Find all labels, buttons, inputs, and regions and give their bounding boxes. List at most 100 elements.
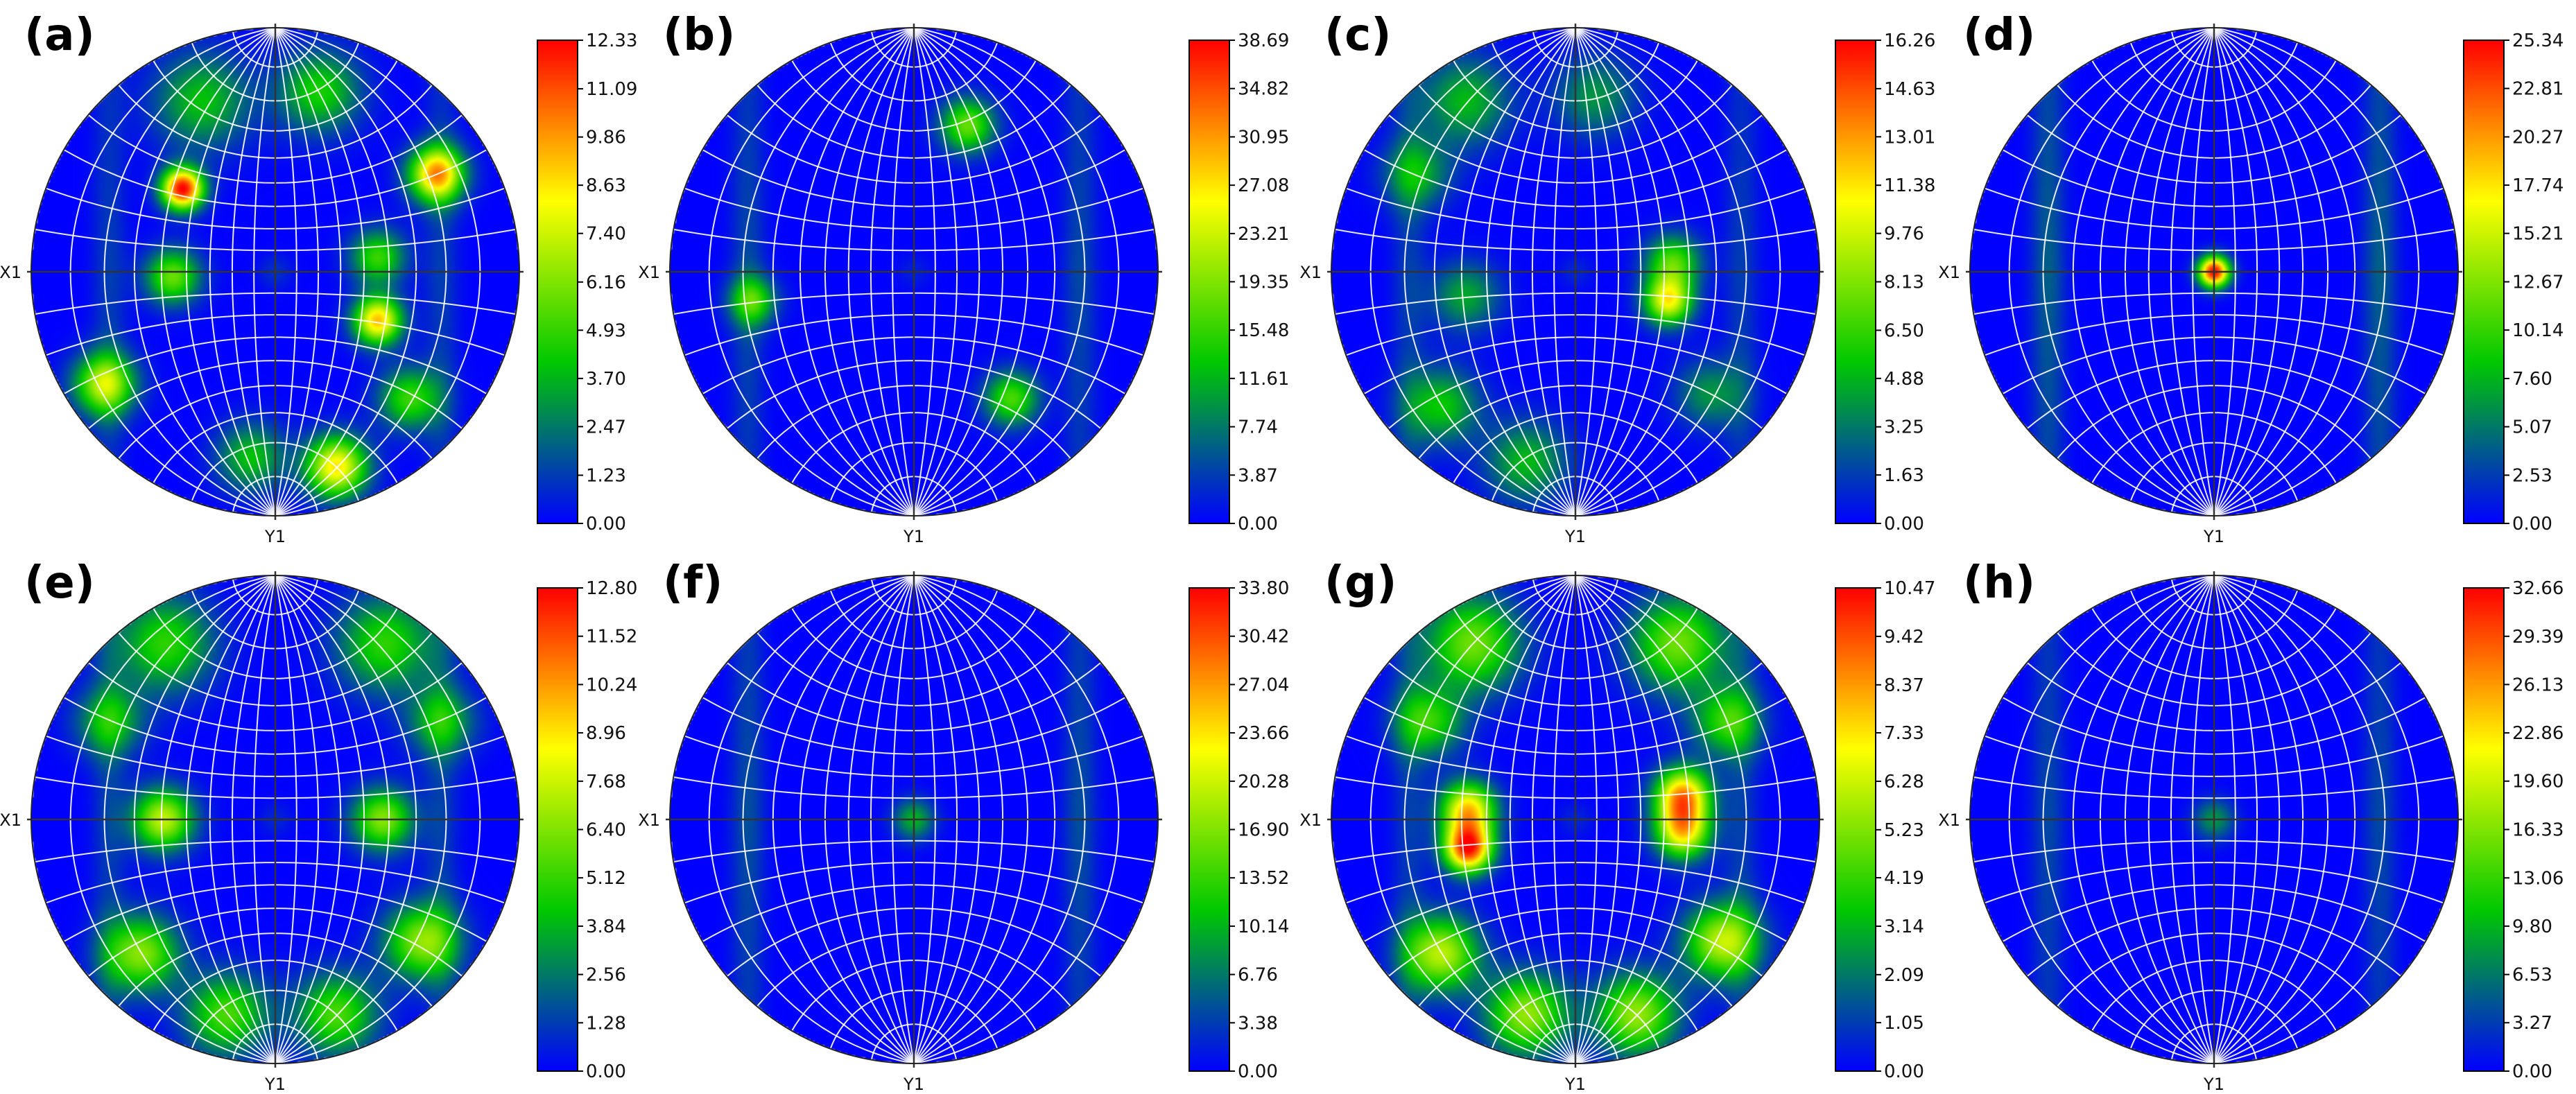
colorbar <box>1188 587 1230 1072</box>
colorbar <box>537 40 578 524</box>
colorbar <box>2463 40 2505 524</box>
colorbar-tick-label: 8.96 <box>586 723 626 744</box>
colorbar-tick-label: 12.67 <box>2512 272 2564 293</box>
colorbar-tick-label: 6.40 <box>586 820 626 841</box>
colorbar-tick-label: 5.07 <box>2512 417 2552 438</box>
colorbar-tick-label: 23.66 <box>1238 723 1289 744</box>
colorbar-tick-label: 6.28 <box>1884 772 1924 792</box>
colorbar-tick-label: 19.60 <box>2512 772 2564 792</box>
colorbar-tick-label: 4.93 <box>586 320 626 341</box>
panel-label: (g) <box>1324 557 1397 609</box>
colorbar-tick-label: 6.76 <box>1238 965 1278 986</box>
colorbar-tick-label: 7.60 <box>2512 369 2552 390</box>
y-axis-label: Y1 <box>2203 1075 2224 1094</box>
colorbar-tick-label: 2.47 <box>586 417 626 437</box>
panel-label: (f) <box>663 557 723 609</box>
pole-figure-outline <box>669 27 1159 516</box>
x-axis-label: X1 <box>0 810 21 830</box>
colorbar-tick-label: 3.25 <box>1884 417 1924 438</box>
colorbar-tick-label: 19.35 <box>1238 272 1289 293</box>
colorbar-tick-label: 0.00 <box>586 514 626 535</box>
colorbar-tick-label: 3.14 <box>1884 917 1924 937</box>
colorbar-tick-label: 2.53 <box>2512 465 2552 486</box>
colorbar-tick-label: 29.39 <box>2512 627 2564 648</box>
colorbar-tick-label: 4.88 <box>1884 369 1924 390</box>
colorbar-tick-label: 8.63 <box>586 175 626 196</box>
y-axis-label: Y1 <box>903 1075 924 1094</box>
colorbar-tick-label: 6.53 <box>2512 965 2552 986</box>
colorbar-tick-label: 3.87 <box>1238 465 1278 486</box>
colorbar-tick-label: 20.28 <box>1238 772 1289 792</box>
colorbar-tick-label: 11.09 <box>586 79 637 100</box>
colorbar-tick-label: 7.68 <box>586 772 626 792</box>
y-axis-label: Y1 <box>1564 1075 1586 1094</box>
colorbar-tick-label: 7.74 <box>1238 417 1278 438</box>
colorbar-tick-label: 1.23 <box>586 465 626 486</box>
colorbar-tick-label: 4.19 <box>1884 868 1924 889</box>
pole-figure-panel: (h) X1 Y1 32.66 29.39 26.13 22.86 19.60 16.33 13.… <box>1938 557 2564 1094</box>
colorbar-tick-label: 0.00 <box>2512 1061 2552 1082</box>
colorbar-tick-label: 0.00 <box>1884 1061 1924 1082</box>
colorbar-tick-label: 2.56 <box>586 965 626 986</box>
colorbar <box>1835 587 1876 1072</box>
panel-label: (e) <box>24 557 95 609</box>
y-axis-label: Y1 <box>264 527 286 546</box>
colorbar-tick-label: 12.80 <box>586 578 637 599</box>
x-axis-label: X1 <box>638 263 660 282</box>
colorbar-tick-label: 16.33 <box>2512 820 2564 841</box>
colorbar-tick-label: 30.42 <box>1238 627 1289 648</box>
colorbar-tick-label: 15.48 <box>1238 320 1289 341</box>
colorbar-tick-label: 23.21 <box>1238 224 1289 245</box>
x-axis-label: X1 <box>1938 810 1960 830</box>
colorbar-tick-label: 3.70 <box>586 369 626 390</box>
panel-label: (d) <box>1963 10 2035 61</box>
panel-label: (c) <box>1324 10 1391 61</box>
x-axis-label: X1 <box>1299 810 1322 830</box>
colorbar-tick-label: 0.00 <box>1884 514 1924 535</box>
colorbar-tick-label: 27.08 <box>1238 175 1289 196</box>
x-axis-label: X1 <box>638 810 660 830</box>
panel-label: (a) <box>24 10 95 61</box>
pole-figure-panel: (c) X1 Y1 16.26 14.63 13.01 11.38 9.76 8.13 6.50 4… <box>1299 10 1935 546</box>
colorbar-tick-label: 7.33 <box>1884 723 1924 744</box>
pole-figure-outline <box>1969 575 2459 1064</box>
colorbar-tick-label: 22.86 <box>2512 723 2564 744</box>
colorbar-tick-label: 8.13 <box>1884 272 1924 293</box>
colorbar-tick-label: 7.40 <box>586 224 626 245</box>
pole-figure-outline <box>669 575 1159 1064</box>
colorbar-tick-label: 20.27 <box>2512 127 2564 148</box>
colorbar-tick-label: 0.00 <box>1238 1061 1278 1082</box>
colorbar-tick-label: 0.00 <box>586 1061 626 1082</box>
colorbar-tick-label: 16.26 <box>1884 31 1935 51</box>
colorbar-tick-label: 13.52 <box>1238 868 1289 889</box>
colorbar-tick-label: 13.06 <box>2512 868 2564 889</box>
colorbar-tick-label: 33.80 <box>1238 578 1289 599</box>
colorbar-tick-label: 26.13 <box>2512 675 2564 695</box>
colorbar-tick-label: 15.21 <box>2512 224 2564 245</box>
colorbar-tick-label: 3.38 <box>1238 1013 1278 1034</box>
x-axis-label: X1 <box>1938 263 1960 282</box>
colorbar-tick-label: 1.28 <box>586 1013 626 1034</box>
y-axis-label: Y1 <box>903 527 924 546</box>
pole-figure-panel: (e) X1 Y1 12.80 11.52 10.24 8.96 7.68 6.40 5.12 3.… <box>0 557 637 1094</box>
pole-figure-outline <box>1331 27 1820 516</box>
pole-figure-outline <box>1331 575 1820 1064</box>
colorbar <box>1835 40 1876 524</box>
colorbar-tick-label: 8.37 <box>1884 675 1924 696</box>
pole-figure-outline <box>31 27 520 516</box>
colorbar-tick-label: 16.90 <box>1238 820 1289 841</box>
colorbar-tick-label: 1.63 <box>1884 465 1924 486</box>
pole-figure-panel: (f) X1 Y1 33.80 30.42 27.04 23.66 20.28 16.90 13.… <box>638 557 1289 1094</box>
colorbar <box>537 587 578 1072</box>
pole-figure-outline <box>31 575 520 1064</box>
colorbar-tick-label: 11.52 <box>586 627 637 648</box>
colorbar-tick-label: 10.47 <box>1884 578 1935 599</box>
colorbar-tick-label: 3.27 <box>2512 1013 2552 1034</box>
colorbar <box>2463 587 2505 1072</box>
colorbar-tick-label: 2.09 <box>1884 965 1924 986</box>
colorbar-tick-label: 9.76 <box>1884 224 1924 245</box>
colorbar-tick-label: 30.95 <box>1238 127 1289 148</box>
pole-figure-panel: (g) X1 Y1 10.47 9.42 8.37 7.33 6.28 5.23 4.19 3.14… <box>1299 557 1935 1094</box>
colorbar-tick-label: 0.00 <box>2512 514 2552 535</box>
